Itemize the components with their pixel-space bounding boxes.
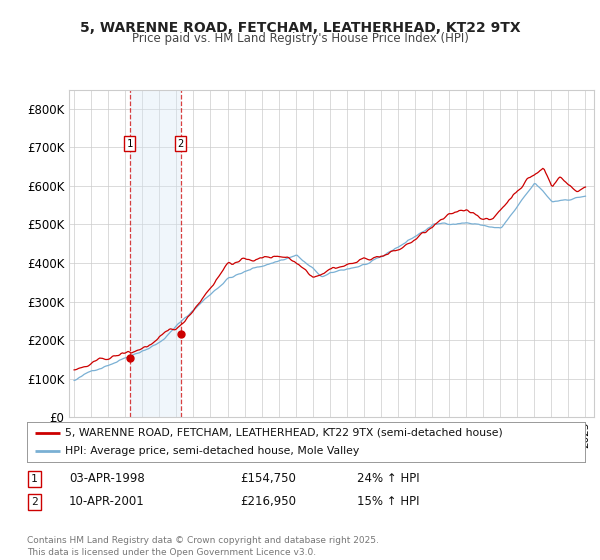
Text: 03-APR-1998: 03-APR-1998 [69,472,145,486]
Bar [130,90,181,417]
Text: 10-APR-2001: 10-APR-2001 [69,495,145,508]
Text: 24% ↑ HPI: 24% ↑ HPI [357,472,419,486]
Text: 15% ↑ HPI: 15% ↑ HPI [357,495,419,508]
Text: 2: 2 [178,138,184,148]
Text: Contains HM Land Registry data © Crown copyright and database right 2025.
This d: Contains HM Land Registry data © Crown c… [27,536,379,557]
Text: 1: 1 [31,474,38,484]
Text: Price paid vs. HM Land Registry's House Price Index (HPI): Price paid vs. HM Land Registry's House … [131,32,469,45]
Text: 1: 1 [127,138,133,148]
Text: 2: 2 [31,497,38,507]
Text: 5, WARENNE ROAD, FETCHAM, LEATHERHEAD, KT22 9TX: 5, WARENNE ROAD, FETCHAM, LEATHERHEAD, K… [80,21,520,35]
Text: £154,750: £154,750 [240,472,296,486]
Text: HPI: Average price, semi-detached house, Mole Valley: HPI: Average price, semi-detached house,… [65,446,359,456]
Text: 5, WARENNE ROAD, FETCHAM, LEATHERHEAD, KT22 9TX (semi-detached house): 5, WARENNE ROAD, FETCHAM, LEATHERHEAD, K… [65,428,503,437]
Text: £216,950: £216,950 [240,495,296,508]
